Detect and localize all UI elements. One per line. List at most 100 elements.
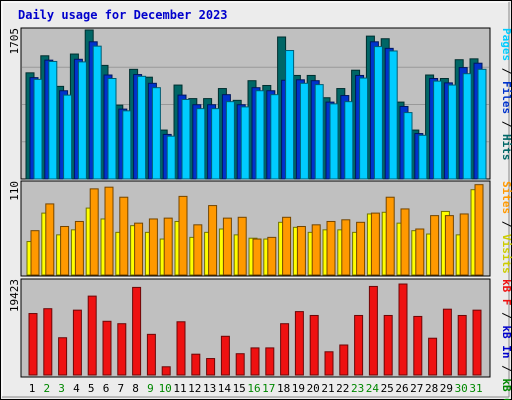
requests-ymax-label: 1705 (8, 28, 21, 55)
legend-part: Pages (500, 28, 512, 61)
bar-pages-day-7 (122, 110, 132, 180)
legend-part: Files (500, 81, 512, 114)
day-label-12: 12 (188, 382, 201, 395)
bar-pages-day-29 (447, 84, 457, 180)
bar-kb-f-day-18 (280, 323, 290, 376)
bar-sites-day-25 (385, 196, 395, 276)
bar-sites-day-30 (459, 213, 469, 276)
day-label-30: 30 (455, 382, 468, 395)
bar-sites-day-17 (267, 236, 277, 276)
legend-part: / (500, 359, 512, 379)
legend-part: kB F (500, 279, 512, 306)
day-label-1: 1 (29, 382, 36, 395)
bar-pages-day-10 (166, 135, 176, 180)
day-label-17: 17 (262, 382, 275, 395)
day-label-6: 6 (103, 382, 110, 395)
bar-sites-day-14 (222, 217, 232, 276)
bar-sites-day-26 (400, 208, 410, 276)
bar-pages-day-11 (181, 98, 191, 180)
day-label-21: 21 (321, 382, 334, 395)
bar-kb-f-day-11 (176, 321, 186, 376)
bar-pages-day-31 (477, 68, 487, 180)
bar-kb-f-day-4 (72, 309, 82, 376)
day-label-13: 13 (203, 382, 216, 395)
bar-pages-day-9 (151, 87, 161, 180)
bar-kb-f-day-14 (220, 335, 230, 376)
bar-pages-day-4 (77, 61, 87, 180)
bar-kb-f-day-27 (413, 315, 423, 376)
bar-kb-f-day-17 (265, 347, 275, 376)
bar-kb-f-day-7 (117, 323, 127, 376)
bar-pages-day-20 (314, 84, 324, 180)
bar-pages-day-6 (107, 78, 117, 180)
day-label-10: 10 (159, 382, 172, 395)
bar-kb-f-day-26 (398, 283, 408, 376)
bar-kb-f-day-9 (146, 333, 156, 376)
legend-kbytes: kB F / kB In / kB Out (500, 279, 512, 400)
bar-kb-f-day-29 (442, 308, 452, 376)
day-label-7: 7 (117, 382, 124, 395)
bar-sites-day-4 (74, 220, 84, 276)
legend-part: / (500, 114, 512, 134)
bar-kb-f-day-30 (457, 314, 467, 376)
bar-kb-f-day-24 (368, 285, 378, 376)
legend-visitors: Sites / Visits (500, 181, 512, 274)
bar-pages-day-24 (373, 46, 383, 180)
bar-sites-day-23 (356, 221, 366, 276)
bar-kb-f-day-13 (206, 358, 216, 376)
bar-sites-day-28 (430, 215, 440, 276)
bar-kb-f-day-15 (235, 353, 245, 376)
bar-pages-day-2 (48, 60, 58, 180)
legend-part: kB In (500, 325, 512, 358)
bar-sites-day-3 (60, 225, 70, 276)
day-label-22: 22 (336, 382, 349, 395)
bar-pages-day-16 (255, 90, 265, 180)
bar-sites-day-5 (89, 188, 99, 276)
day-label-20: 20 (307, 382, 320, 395)
legend-part: Visits (500, 234, 512, 274)
bar-kb-f-day-21 (324, 351, 334, 376)
bar-pages-day-12 (196, 108, 206, 180)
bar-kb-f-day-1 (28, 313, 38, 376)
day-label-25: 25 (381, 382, 394, 395)
day-label-18: 18 (277, 382, 290, 395)
bar-kb-f-day-31 (472, 309, 482, 376)
day-label-29: 29 (440, 382, 453, 395)
bar-kb-f-day-23 (354, 314, 364, 376)
bar-pages-day-17 (270, 94, 280, 180)
bar-kb-f-day-16 (250, 347, 260, 376)
day-label-3: 3 (58, 382, 65, 395)
bar-sites-day-12 (193, 224, 203, 276)
bar-kb-f-day-19 (294, 311, 304, 376)
bar-sites-day-19 (296, 225, 306, 276)
bar-pages-day-25 (388, 50, 398, 180)
bar-kb-f-day-6 (102, 320, 112, 376)
day-label-28: 28 (425, 382, 438, 395)
bar-kb-f-day-25 (383, 314, 393, 376)
bar-sites-day-29 (444, 215, 454, 276)
bar-sites-day-7 (119, 196, 129, 276)
bar-sites-day-6 (104, 186, 114, 276)
bar-pages-day-5 (92, 45, 102, 180)
bar-sites-day-27 (415, 228, 425, 276)
bar-kb-f-day-5 (87, 295, 97, 376)
bar-sites-day-9 (148, 218, 158, 276)
legend-part: Hits (500, 134, 512, 161)
day-label-19: 19 (292, 382, 305, 395)
bar-sites-day-21 (326, 220, 336, 276)
visitors-ymax-label: 110 (8, 181, 21, 201)
bar-sites-day-15 (237, 216, 247, 276)
legend-part: / (500, 214, 512, 234)
bar-sites-day-22 (341, 219, 351, 276)
kbytes-ymax-label: 19423 (8, 279, 21, 312)
bar-pages-day-18 (285, 50, 295, 180)
bar-sites-day-11 (178, 195, 188, 276)
day-label-2: 2 (43, 382, 50, 395)
bar-pages-day-28 (433, 80, 443, 180)
day-label-15: 15 (233, 382, 246, 395)
bar-pages-day-1 (33, 78, 43, 180)
bar-kb-f-day-28 (428, 337, 438, 376)
bar-sites-day-24 (370, 212, 380, 276)
bar-sites-day-8 (134, 222, 144, 276)
